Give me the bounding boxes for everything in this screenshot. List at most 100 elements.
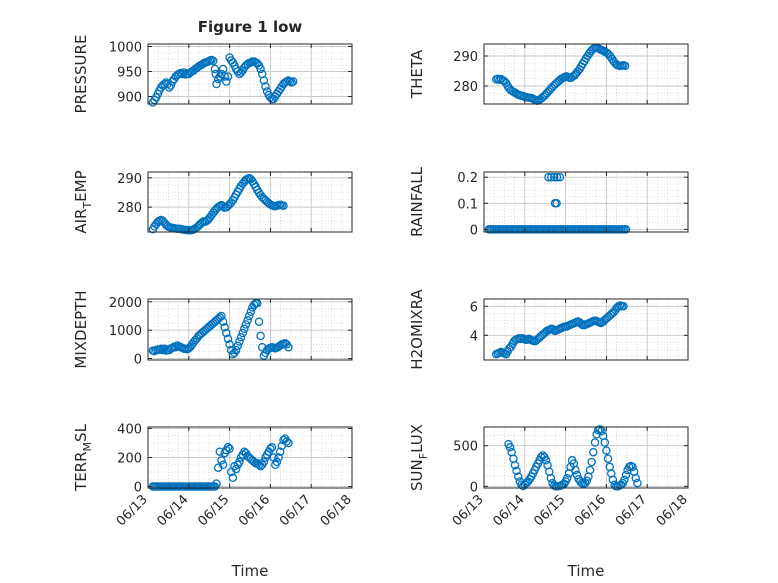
y-tick-label: 4 bbox=[470, 329, 478, 344]
data-point bbox=[585, 465, 595, 475]
data-point bbox=[222, 328, 231, 338]
data-point bbox=[223, 334, 233, 343]
data-point bbox=[235, 337, 244, 346]
data-point bbox=[259, 457, 269, 467]
data-point bbox=[552, 199, 561, 208]
data-point bbox=[220, 72, 229, 81]
data-point bbox=[197, 218, 207, 227]
y-axis-label: PRESSURE bbox=[72, 35, 90, 114]
x-tick-label: 06/16 bbox=[572, 492, 609, 529]
data-point bbox=[174, 69, 184, 79]
subplot-5: 0 1000 2000 MIXDEPTH bbox=[72, 290, 353, 369]
data-point bbox=[595, 425, 605, 434]
data-point bbox=[236, 333, 246, 342]
y-tick-label: 0 bbox=[470, 480, 478, 495]
y-tick-label: 0.1 bbox=[457, 197, 478, 212]
data-point bbox=[571, 465, 580, 475]
data-point bbox=[272, 457, 282, 467]
data-point bbox=[549, 325, 558, 334]
x-tick-label: 06/18 bbox=[654, 492, 691, 529]
data-point bbox=[261, 82, 270, 91]
y-tick-label: 900 bbox=[117, 91, 142, 106]
data-point bbox=[218, 460, 228, 470]
y-axis-label: RAINFALL bbox=[408, 166, 426, 237]
x-axis-label: Time bbox=[231, 562, 269, 580]
y-tick-label: 200 bbox=[117, 452, 142, 467]
axes-box bbox=[147, 171, 353, 233]
data-point bbox=[259, 76, 269, 85]
data-point bbox=[590, 438, 600, 447]
data-point bbox=[552, 172, 562, 182]
subplot-7: 0 200 400 06/13 06/14 06/15 06/16 06/17 06/18 Tim… bbox=[72, 422, 355, 580]
x-tick-label: 06/18 bbox=[318, 492, 355, 529]
subplot-6: 4 6 H2OMIXRA bbox=[408, 289, 689, 370]
data-series bbox=[148, 434, 293, 491]
axes-box bbox=[147, 298, 353, 361]
data-point bbox=[628, 462, 637, 472]
major-grid bbox=[148, 299, 352, 360]
data-point bbox=[225, 340, 234, 349]
data-point bbox=[256, 64, 265, 74]
data-point bbox=[284, 342, 293, 352]
data-point bbox=[288, 77, 298, 86]
data-point bbox=[620, 61, 630, 71]
y-axis-label: H2OMIXRA bbox=[408, 289, 426, 370]
data-point bbox=[228, 473, 238, 483]
x-tick-label: 06/15 bbox=[531, 492, 568, 529]
y-tick-label: 500 bbox=[453, 440, 478, 455]
data-point bbox=[555, 172, 565, 182]
data-point bbox=[223, 72, 233, 81]
data-series bbox=[148, 299, 293, 360]
data-point bbox=[600, 438, 610, 447]
data-point bbox=[547, 172, 556, 182]
data-point bbox=[279, 201, 288, 210]
data-point bbox=[608, 475, 618, 485]
data-point bbox=[243, 316, 252, 325]
y-tick-label: 280 bbox=[453, 80, 478, 95]
data-point bbox=[621, 470, 631, 480]
data-point bbox=[266, 444, 275, 454]
data-point bbox=[178, 69, 187, 79]
x-tick-label: 06/14 bbox=[491, 492, 528, 529]
y-tick-label: 280 bbox=[117, 201, 142, 216]
data-point bbox=[512, 466, 521, 476]
data-point bbox=[231, 345, 241, 355]
data-point bbox=[582, 476, 592, 485]
subplot-8: 0 500 06/13 06/14 06/15 06/16 06/17 06/18 Time SU… bbox=[408, 424, 691, 580]
y-axis-label: TERRMSL bbox=[72, 423, 94, 492]
data-point bbox=[166, 81, 176, 90]
data-point bbox=[210, 64, 220, 74]
data-point bbox=[587, 457, 596, 467]
axes-box bbox=[483, 426, 689, 489]
y-axis-label: MIXDEPTH bbox=[72, 290, 90, 368]
data-point bbox=[246, 307, 256, 317]
y-axis-label: AIRTEMP bbox=[72, 170, 94, 233]
subplot-1: 900 950 1000 PRESSURE Figure 1 low bbox=[72, 18, 353, 114]
y-tick-label: 1000 bbox=[109, 41, 142, 56]
data-point bbox=[233, 341, 243, 351]
y-axis-label: THETA bbox=[408, 49, 426, 99]
data-series bbox=[148, 53, 298, 107]
data-point bbox=[231, 464, 241, 474]
data-point bbox=[620, 475, 629, 485]
data-point bbox=[267, 443, 277, 452]
axes-box bbox=[483, 43, 689, 105]
data-point bbox=[274, 453, 283, 462]
y-tick-label: 0 bbox=[134, 481, 142, 496]
data-point bbox=[505, 443, 515, 452]
data-point bbox=[212, 79, 221, 89]
chart-title: Figure 1 low bbox=[198, 18, 303, 36]
data-point bbox=[240, 324, 249, 334]
x-tick-label: 06/17 bbox=[613, 492, 650, 529]
minor-grid bbox=[484, 172, 688, 232]
data-point bbox=[602, 446, 611, 455]
data-point bbox=[217, 311, 226, 321]
data-point bbox=[254, 317, 264, 326]
x-tick-label: 06/13 bbox=[114, 492, 151, 529]
y-tick-label: 1000 bbox=[109, 324, 142, 339]
data-point bbox=[158, 345, 167, 355]
data-point bbox=[156, 344, 166, 354]
data-point bbox=[546, 473, 556, 483]
